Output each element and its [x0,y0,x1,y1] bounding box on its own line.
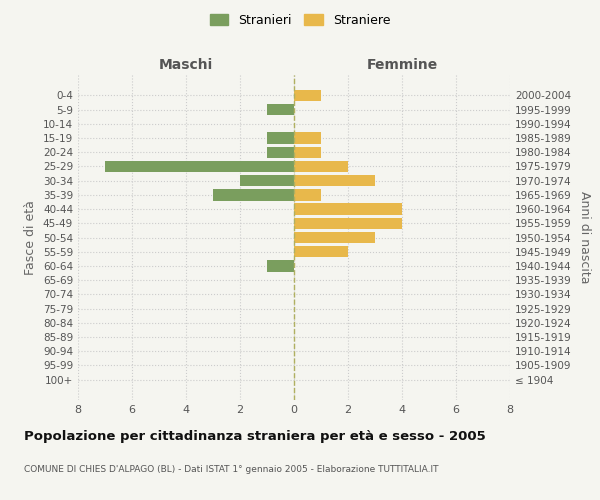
Bar [213,189,294,200]
Bar [294,90,321,101]
Bar [294,218,402,229]
Bar [240,175,294,186]
Y-axis label: Fasce di età: Fasce di età [25,200,37,275]
Bar [267,146,294,158]
Bar [294,146,321,158]
Text: COMUNE DI CHIES D'ALPAGO (BL) - Dati ISTAT 1° gennaio 2005 - Elaborazione TUTTIT: COMUNE DI CHIES D'ALPAGO (BL) - Dati IST… [24,465,439,474]
Bar [294,189,321,200]
Bar [267,260,294,272]
Bar [294,232,375,243]
Bar [294,161,348,172]
Legend: Stranieri, Straniere: Stranieri, Straniere [205,8,395,32]
Bar [294,175,375,186]
Bar [105,161,294,172]
Text: Popolazione per cittadinanza straniera per età e sesso - 2005: Popolazione per cittadinanza straniera p… [24,430,486,443]
Bar [267,132,294,143]
Bar [294,204,402,215]
Bar [267,104,294,116]
Y-axis label: Anni di nascita: Anni di nascita [578,191,591,284]
Bar [294,246,348,258]
Text: Femmine: Femmine [367,58,437,72]
Text: Maschi: Maschi [159,58,213,72]
Bar [294,132,321,143]
